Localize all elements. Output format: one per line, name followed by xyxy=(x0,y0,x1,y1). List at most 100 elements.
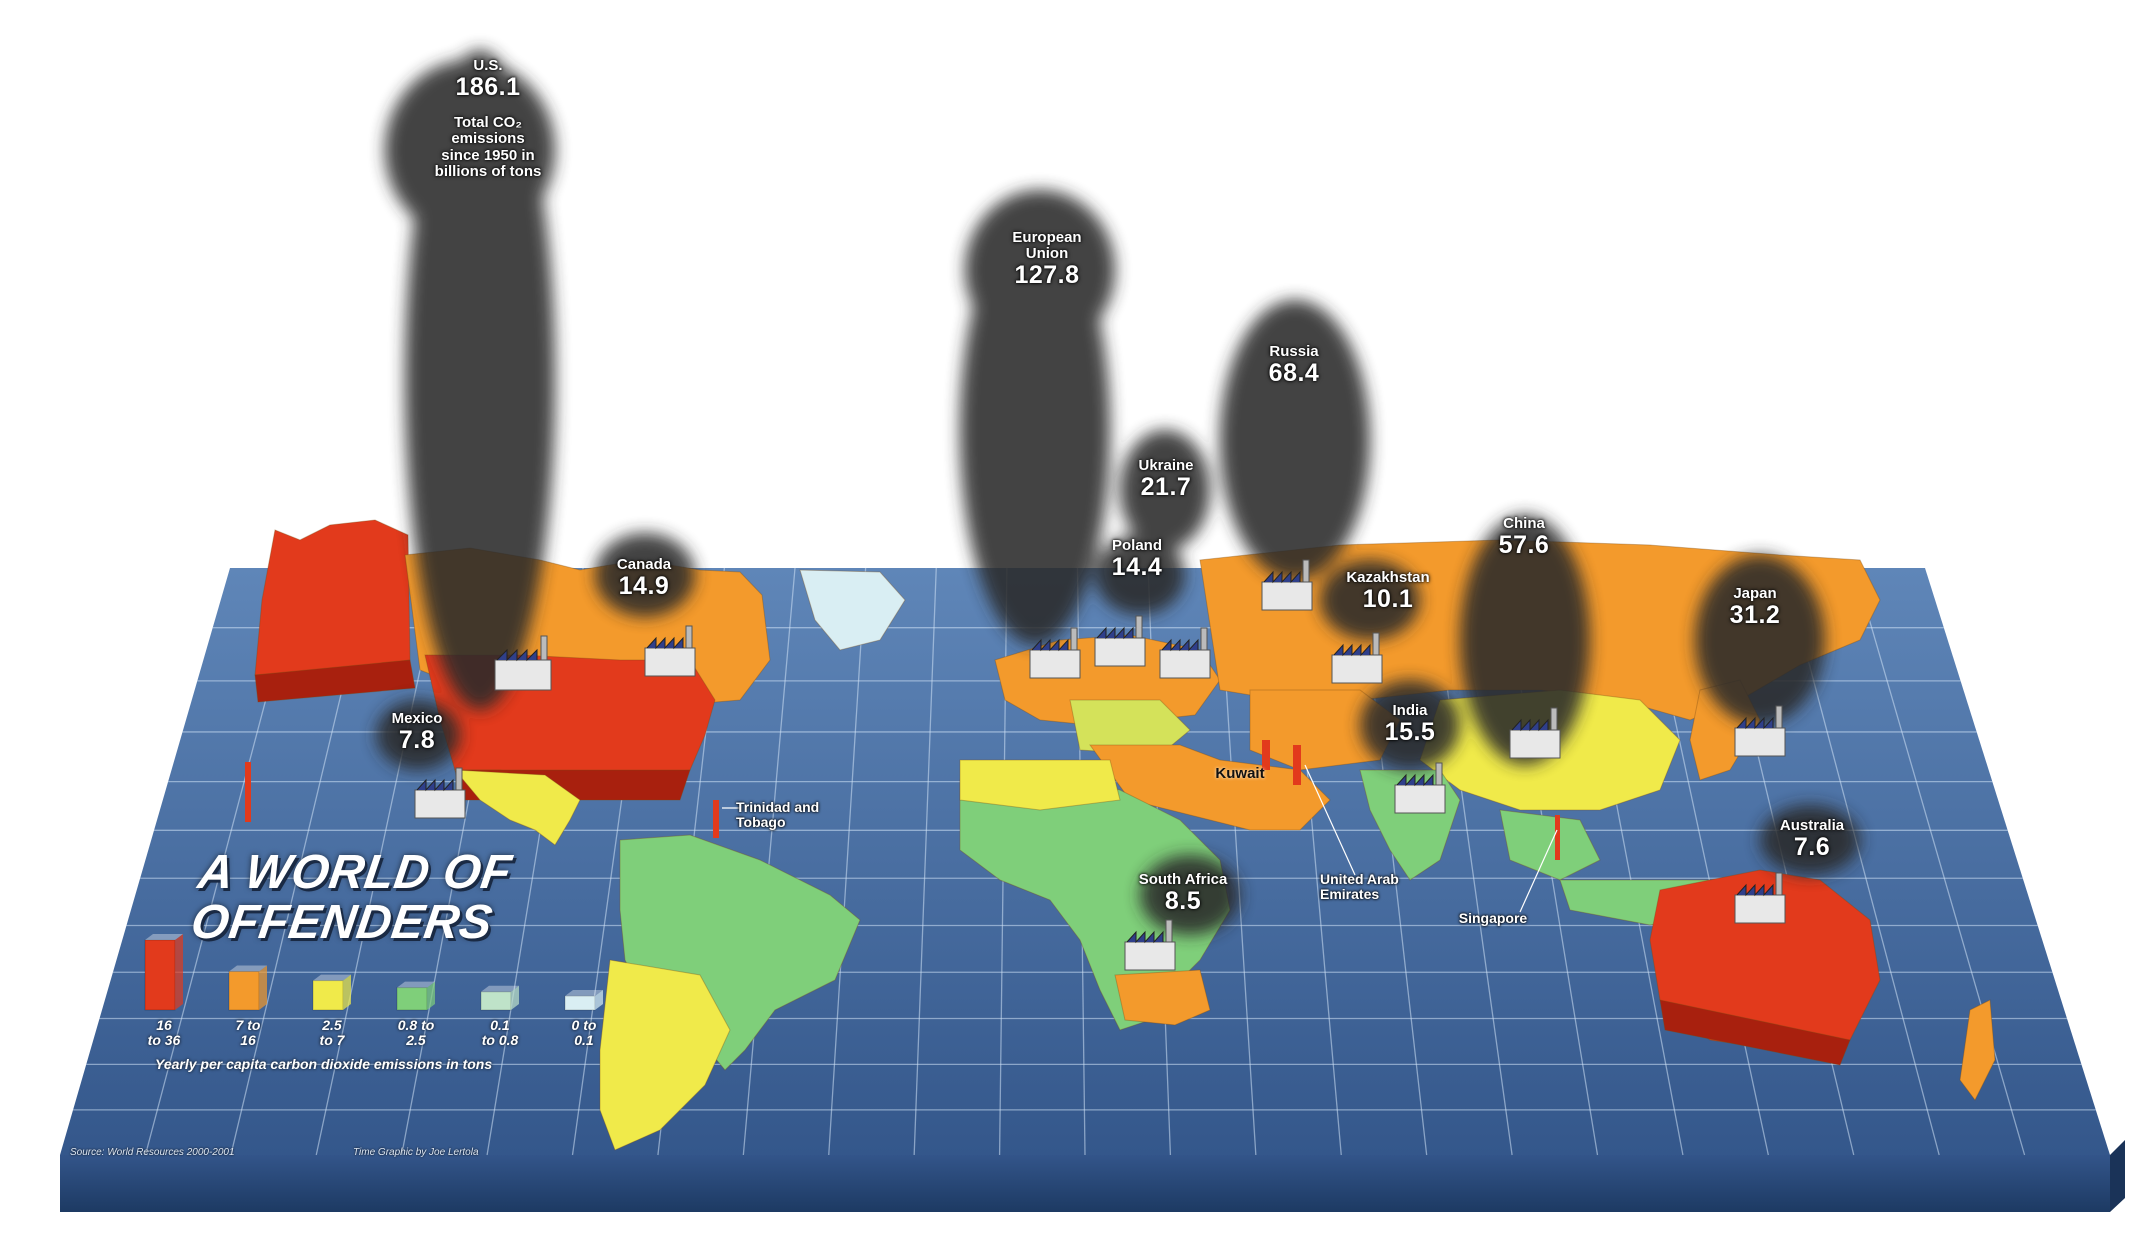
smoke-canada xyxy=(595,533,695,617)
label-eu: European Union 127.8 xyxy=(1002,229,1092,290)
legend-swatch xyxy=(228,971,260,1011)
label-india-name: India xyxy=(1392,702,1428,719)
land-mexico xyxy=(453,769,581,846)
label-poland-value: 14.4 xyxy=(1111,553,1163,582)
label-singapore: Singapore xyxy=(1458,910,1528,926)
smoke-ukraine xyxy=(1120,430,1210,550)
legend-swatch-side xyxy=(343,974,351,1010)
factory-icon xyxy=(414,767,466,819)
factories xyxy=(414,559,1786,971)
title-line-1: A WORLD OF xyxy=(194,846,515,899)
legend-swatch xyxy=(480,991,512,1011)
legend-swatch-top xyxy=(481,985,519,992)
label-russia-name: Russia xyxy=(1269,343,1319,360)
label-china-name: China xyxy=(1503,515,1545,532)
graphic-credit: Time Graphic by Joe Lertola xyxy=(353,1147,479,1158)
grid-meridian xyxy=(913,567,937,1156)
smoke-plumes xyxy=(376,50,1860,935)
label-australia: Australia 7.6 xyxy=(1779,817,1845,862)
spike-kuwait xyxy=(1262,740,1270,770)
legend-swatch-top xyxy=(313,974,351,981)
legend-swatch xyxy=(144,939,176,1011)
land-alaska xyxy=(254,519,411,676)
legend-swatch-side xyxy=(427,981,435,1010)
factory-icon xyxy=(1509,707,1561,759)
label-south-africa-name: South Africa xyxy=(1138,871,1228,888)
factory-icon xyxy=(1261,559,1313,611)
label-japan: Japan 31.2 xyxy=(1729,585,1781,630)
label-ukraine-value: 21.7 xyxy=(1140,473,1192,502)
label-uae-name: United Arab Emirates xyxy=(1320,871,1399,903)
land-south-africa xyxy=(1114,969,1211,1026)
label-mexico: Mexico 7.8 xyxy=(391,710,443,755)
page-title: A WORLD OF OFFENDERS xyxy=(187,846,515,950)
legend-label: 2.5 to 7 xyxy=(319,1017,345,1048)
factory-icon xyxy=(1394,762,1446,814)
legend-swatch xyxy=(312,980,344,1011)
label-trinidad: Trinidad and Tobago xyxy=(736,799,836,831)
label-trinidad-name: Trinidad and Tobago xyxy=(736,799,820,831)
label-us-name: U.S. xyxy=(473,57,503,74)
label-china-value: 57.6 xyxy=(1498,531,1550,560)
label-kazakhstan-value: 10.1 xyxy=(1362,585,1414,614)
grid-meridian xyxy=(1853,567,2026,1156)
legend-caption: Yearly per capita carbon dioxide emissio… xyxy=(155,1056,493,1072)
label-south-africa: South Africa 8.5 xyxy=(1138,871,1228,916)
spikes xyxy=(245,740,1560,860)
grid-meridian xyxy=(742,567,796,1156)
label-eu-value: 127.8 xyxy=(1014,261,1080,290)
label-mexico-name: Mexico xyxy=(391,710,443,727)
factory-icon xyxy=(1159,627,1211,679)
title-line-2: OFFENDERS xyxy=(187,896,496,950)
legend xyxy=(144,934,603,1011)
land-africa-north xyxy=(959,759,1121,811)
legend-label: 0 to 0.1 xyxy=(571,1017,597,1048)
smoke-south-africa xyxy=(1140,855,1240,935)
smoke-china xyxy=(1460,515,1590,765)
legend-swatch-side xyxy=(175,934,183,1010)
factory-icon xyxy=(1331,632,1383,684)
legend-swatch-side xyxy=(259,965,267,1010)
spike-trinidad xyxy=(713,800,719,838)
legend-label: 16 to 36 xyxy=(147,1017,181,1048)
land-south-america-south xyxy=(599,959,731,1151)
legend-swatch-side xyxy=(511,985,519,1010)
label-australia-value: 7.6 xyxy=(1793,833,1831,862)
label-kazakhstan-name: Kazakhstan xyxy=(1346,569,1430,586)
label-south-africa-value: 8.5 xyxy=(1164,887,1202,916)
label-poland: Poland 14.4 xyxy=(1111,537,1163,582)
source-credit: Source: World Resources 2000-2001 xyxy=(70,1147,235,1158)
smoke-australia xyxy=(1760,805,1860,875)
label-kazakhstan: Kazakhstan 10.1 xyxy=(1346,569,1430,614)
label-eu-name: European Union xyxy=(1012,229,1082,263)
factory-icon xyxy=(1734,705,1786,757)
label-mexico-value: 7.8 xyxy=(398,726,436,755)
smoke-russia xyxy=(1220,300,1370,580)
label-uae: United Arab Emirates xyxy=(1320,871,1400,903)
label-japan-value: 31.2 xyxy=(1729,601,1781,630)
smoke-mexico xyxy=(376,700,460,770)
legend-swatch-top xyxy=(397,981,435,988)
label-kuwait: Kuwait xyxy=(1215,765,1265,782)
smoke-india xyxy=(1360,680,1460,770)
label-canada-value: 14.9 xyxy=(618,572,670,601)
label-japan-name: Japan xyxy=(1733,585,1777,602)
label-india: India 15.5 xyxy=(1385,702,1436,746)
legend-swatch-top xyxy=(565,990,603,996)
label-us-note: Total CO₂ emissions since 1950 in billio… xyxy=(434,114,542,180)
label-us: U.S. 186.1 Total CO₂ emissions since 195… xyxy=(433,57,543,180)
legend-label: 0.1 to 0.8 xyxy=(481,1017,519,1048)
legend-swatch-top xyxy=(229,965,267,972)
spike-uae xyxy=(1293,745,1301,785)
smoke-japan xyxy=(1695,555,1825,725)
land-europe-east xyxy=(1069,699,1191,756)
leader-lines xyxy=(722,764,1558,913)
label-australia-name: Australia xyxy=(1779,817,1845,834)
factory-icon xyxy=(494,635,552,691)
factory-icon xyxy=(1734,872,1786,924)
legend-label: 0.8 to 2.5 xyxy=(397,1017,435,1048)
label-us-value: 186.1 xyxy=(455,73,521,102)
label-russia: Russia 68.4 xyxy=(1269,343,1320,387)
land-new-zealand xyxy=(1959,999,1996,1101)
